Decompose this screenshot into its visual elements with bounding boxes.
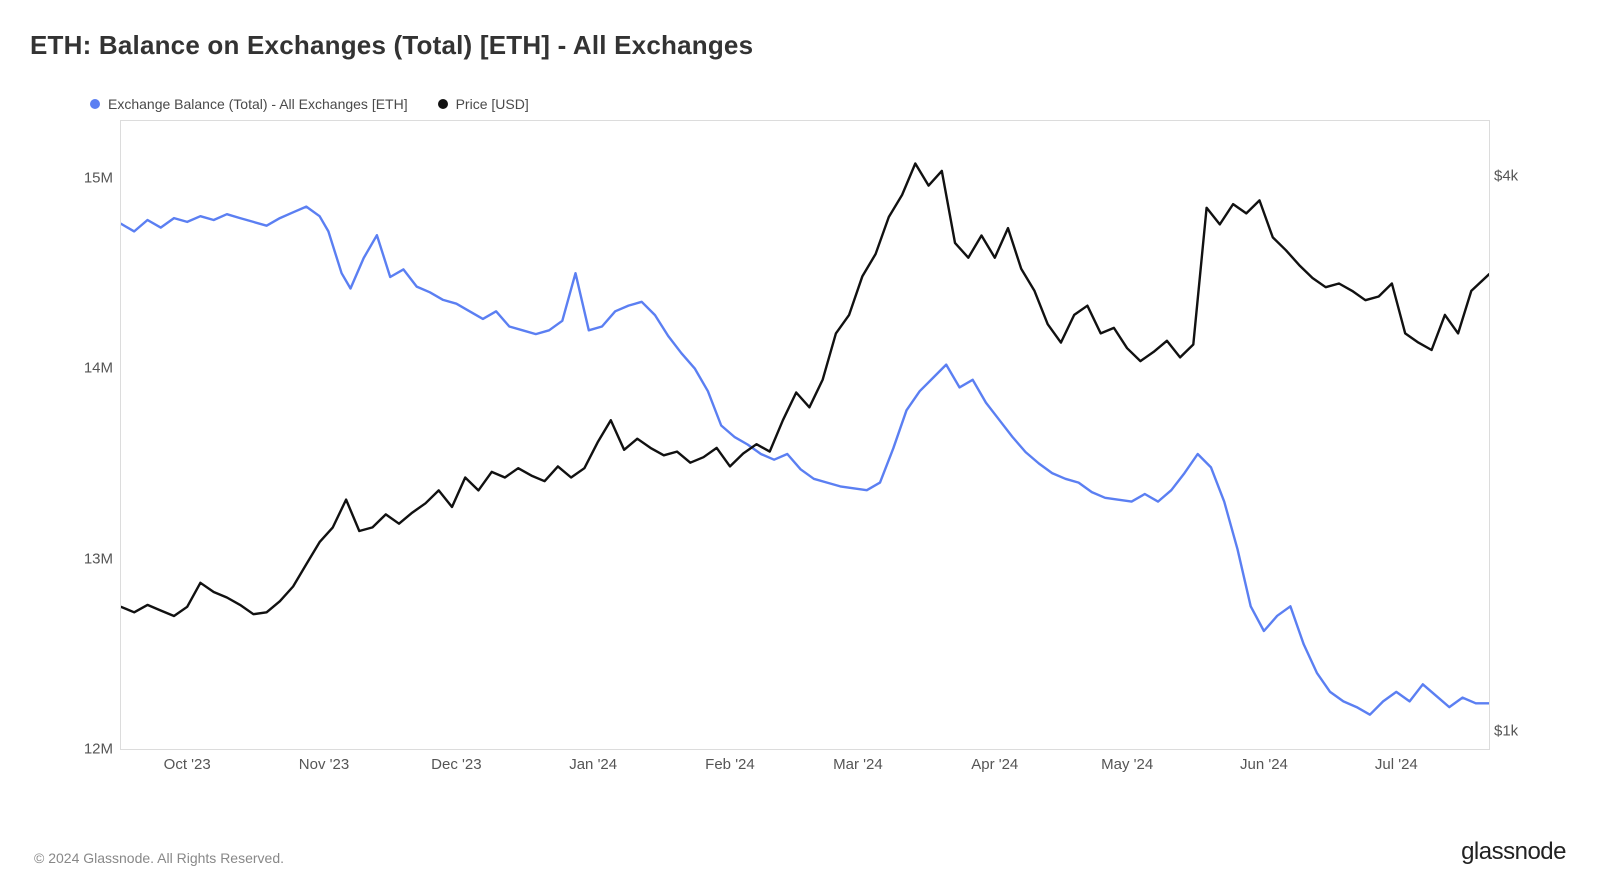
x-tick: Dec '23: [431, 756, 481, 773]
x-tick: Apr '24: [971, 756, 1018, 773]
legend-dot-price: [438, 99, 448, 109]
x-tick: Jul '24: [1375, 756, 1418, 773]
chart-container: ETH: Balance on Exchanges (Total) [ETH] …: [0, 0, 1600, 884]
brand-logo: glassnode: [1461, 838, 1566, 866]
chart-plot-wrap: 12M13M14M15M$1k$4kOct '23Nov '23Dec '23J…: [90, 120, 1490, 778]
legend-label-price: Price [USD]: [456, 96, 529, 112]
x-tick: Mar '24: [833, 756, 883, 773]
x-tick: Jun '24: [1240, 756, 1288, 773]
x-tick: Jan '24: [569, 756, 617, 773]
copyright-text: © 2024 Glassnode. All Rights Reserved.: [34, 850, 284, 866]
x-tick: Nov '23: [299, 756, 349, 773]
y-right-tick: $1k: [1494, 722, 1539, 739]
y-right-tick: $4k: [1494, 168, 1539, 185]
x-tick: Oct '23: [164, 756, 211, 773]
y-left-tick: 14M: [63, 360, 113, 377]
legend-item-price: Price [USD]: [438, 96, 529, 112]
y-left-tick: 12M: [63, 741, 113, 758]
legend-item-balance: Exchange Balance (Total) - All Exchanges…: [90, 96, 408, 112]
series-balance-line: [121, 207, 1489, 715]
chart-legend: Exchange Balance (Total) - All Exchanges…: [90, 96, 1570, 112]
lines-svg: [121, 121, 1489, 749]
legend-dot-balance: [90, 99, 100, 109]
y-left-tick: 15M: [63, 170, 113, 187]
plot-area: 12M13M14M15M$1k$4kOct '23Nov '23Dec '23J…: [120, 120, 1490, 750]
chart-title: ETH: Balance on Exchanges (Total) [ETH] …: [30, 30, 1570, 61]
x-tick: Feb '24: [705, 756, 755, 773]
series-price-line: [121, 164, 1489, 617]
footer: © 2024 Glassnode. All Rights Reserved. g…: [30, 838, 1570, 866]
legend-label-balance: Exchange Balance (Total) - All Exchanges…: [108, 96, 408, 112]
y-left-tick: 13M: [63, 550, 113, 567]
x-tick: May '24: [1101, 756, 1153, 773]
